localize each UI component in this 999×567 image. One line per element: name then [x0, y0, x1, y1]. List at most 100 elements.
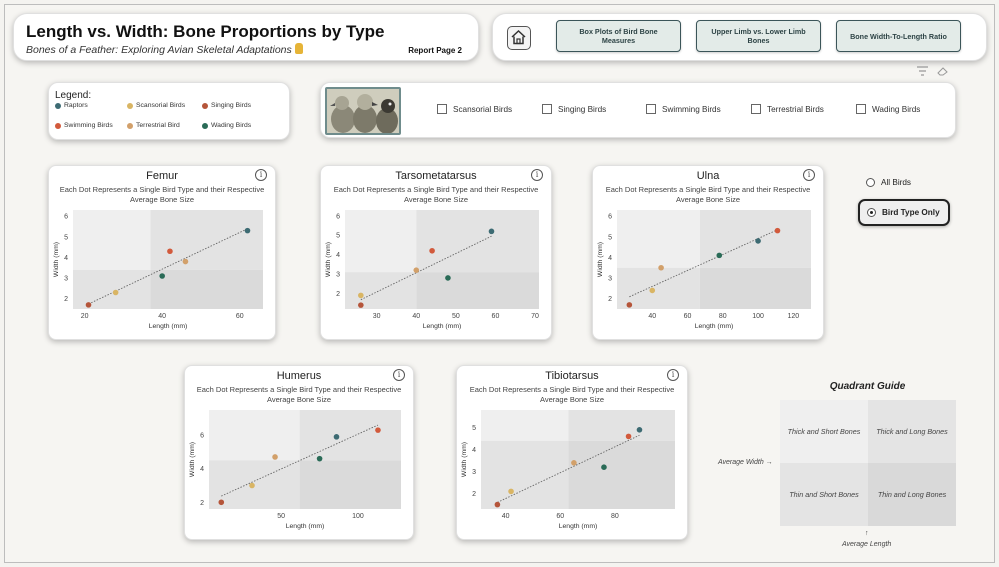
- data-point: [488, 228, 495, 235]
- filter-scansorial-birds[interactable]: Scansorial Birds: [437, 104, 512, 114]
- page-subtitle: Bones of a Feather: Exploring Avian Skel…: [26, 43, 303, 56]
- tibiotarsus-chart-card: 40 60 80 2 3 4 5 Length (mm) Width (mm) Tibiotar…: [456, 365, 688, 540]
- checkbox[interactable]: [542, 104, 552, 114]
- all-birds-radio[interactable]: All Birds: [866, 178, 911, 187]
- quadrant-long-thick: [150, 210, 263, 270]
- chart-subtitle: Each Dot Represents a Single Bird Type a…: [469, 385, 675, 404]
- quadrant-short-thin: [617, 267, 700, 309]
- checkbox[interactable]: [856, 104, 866, 114]
- chart-title: Tibiotarsus: [545, 370, 599, 382]
- legend-item-raptors: Raptors: [55, 102, 88, 109]
- x-tick-label: 60: [492, 313, 500, 320]
- radio-circle[interactable]: [867, 208, 876, 217]
- x-tick-label: 40: [412, 313, 420, 320]
- y-tick-label: 4: [608, 255, 612, 262]
- eraser-icon[interactable]: [937, 66, 948, 79]
- data-point: [625, 433, 632, 440]
- data-point: [755, 238, 761, 244]
- y-tick-label: 3: [64, 276, 68, 283]
- x-tick-label: 60: [556, 513, 564, 520]
- filter-icon[interactable]: [917, 66, 928, 79]
- x-tick-label: 30: [373, 313, 381, 320]
- info-icon[interactable]: i: [255, 169, 267, 181]
- x-tick-label: 40: [502, 513, 510, 520]
- quadrant-long-thick: [568, 410, 675, 441]
- chart-title: Femur: [146, 170, 178, 182]
- legend-dot: [127, 102, 133, 109]
- checkbox[interactable]: [751, 104, 761, 114]
- filter-singing-birds[interactable]: Singing Birds: [542, 104, 606, 114]
- scatter-plot: 40 60 80 100 120 2 3 4 5 6 Length (mm) Width (mm): [597, 210, 811, 330]
- info-icon[interactable]: i: [393, 369, 405, 381]
- home-icon: [511, 29, 526, 45]
- data-point: [508, 488, 514, 495]
- average-length-label: Average Length: [842, 541, 892, 548]
- data-point: [571, 460, 577, 466]
- radio-circle[interactable]: [866, 178, 875, 187]
- y-tick-label: 2: [608, 296, 612, 303]
- filter-label: Swimming Birds: [662, 104, 721, 114]
- legend-label: Swimming Birds: [64, 122, 113, 129]
- y-tick-label: 5: [472, 425, 476, 432]
- legend-title: Legend:: [55, 90, 92, 101]
- quadrant-long-thin: [299, 460, 401, 509]
- data-point: [249, 482, 255, 489]
- data-point: [658, 264, 664, 271]
- y-tick-label: 4: [472, 447, 476, 454]
- legend-dot: [55, 122, 61, 129]
- quadrant-short-thick: [209, 410, 300, 461]
- nav-width-length-ratio-button[interactable]: Bone Width-To-Length Ratio: [836, 20, 961, 52]
- legend-item-singing: Singing Birds: [202, 102, 251, 109]
- x-tick-label: 80: [719, 313, 727, 320]
- info-icon[interactable]: i: [531, 169, 543, 181]
- average-width-label: Average Width →: [718, 459, 773, 466]
- legend-label: Scansorial Birds: [136, 102, 186, 109]
- x-tick-label: 40: [158, 313, 166, 320]
- data-point: [244, 227, 251, 234]
- data-point: [429, 247, 435, 254]
- data-point: [413, 267, 420, 273]
- y-tick-label: 6: [336, 213, 340, 220]
- filter-wading-birds[interactable]: Wading Birds: [856, 104, 920, 114]
- bird-type-only-radio[interactable]: Bird Type Only: [867, 208, 940, 217]
- page-title: Length vs. Width: Bone Proportions by Ty…: [26, 22, 385, 41]
- legend-dot: [202, 102, 208, 109]
- info-icon[interactable]: i: [803, 169, 815, 181]
- data-point: [375, 427, 381, 433]
- checkbox[interactable]: [437, 104, 447, 114]
- trend-line: [497, 434, 640, 503]
- y-tick-label: 2: [336, 291, 340, 298]
- legend-label: Raptors: [64, 102, 88, 109]
- quadrant-long-thick: [416, 210, 539, 273]
- data-point: [167, 248, 173, 255]
- chart-subtitle: Each Dot Represents a Single Bird Type a…: [196, 385, 402, 404]
- x-axis-label: Length (mm): [286, 523, 325, 530]
- quadrant-long-thin: [150, 269, 263, 309]
- bird-type-filter-card: Scansorial Birds Singing Birds Swimming …: [320, 82, 956, 138]
- femur-chart-card: 20 40 60 2 3 4 5 6 Length (mm) Width (mm) Femur E…: [48, 165, 276, 340]
- data-point: [112, 289, 119, 296]
- legend-label: Terrestrial Bird: [136, 122, 180, 129]
- info-icon[interactable]: i: [667, 369, 679, 381]
- data-point: [636, 427, 643, 433]
- checkbox[interactable]: [646, 104, 656, 114]
- nav-upper-lower-limb-button[interactable]: Upper Limb vs. Lower Limb Bones: [696, 20, 821, 52]
- chart-title: Tarsometatarsus: [395, 170, 477, 182]
- data-point: [218, 499, 225, 506]
- data-point: [445, 275, 451, 281]
- home-button[interactable]: [507, 26, 531, 50]
- legend-dot: [202, 122, 208, 129]
- nav-box-plots-button[interactable]: Box Plots of Bird Bone Measures: [556, 20, 681, 52]
- filter-swimming-birds[interactable]: Swimming Birds: [646, 104, 721, 114]
- data-point: [316, 455, 323, 462]
- x-tick-label: 60: [236, 313, 244, 320]
- data-point: [333, 434, 340, 440]
- filter-terrestrial-birds[interactable]: Terrestrial Birds: [751, 104, 824, 114]
- quadrant-bottom-right: Thin and Long Bones: [868, 463, 956, 526]
- legend-dot: [55, 102, 61, 109]
- quadrant-short-thin: [481, 440, 569, 509]
- x-tick-label: 60: [684, 313, 692, 320]
- title-card: Length vs. Width: Bone Proportions by Ty…: [13, 13, 479, 61]
- average-length-arrow: ↑: [865, 530, 869, 537]
- data-point: [649, 287, 656, 294]
